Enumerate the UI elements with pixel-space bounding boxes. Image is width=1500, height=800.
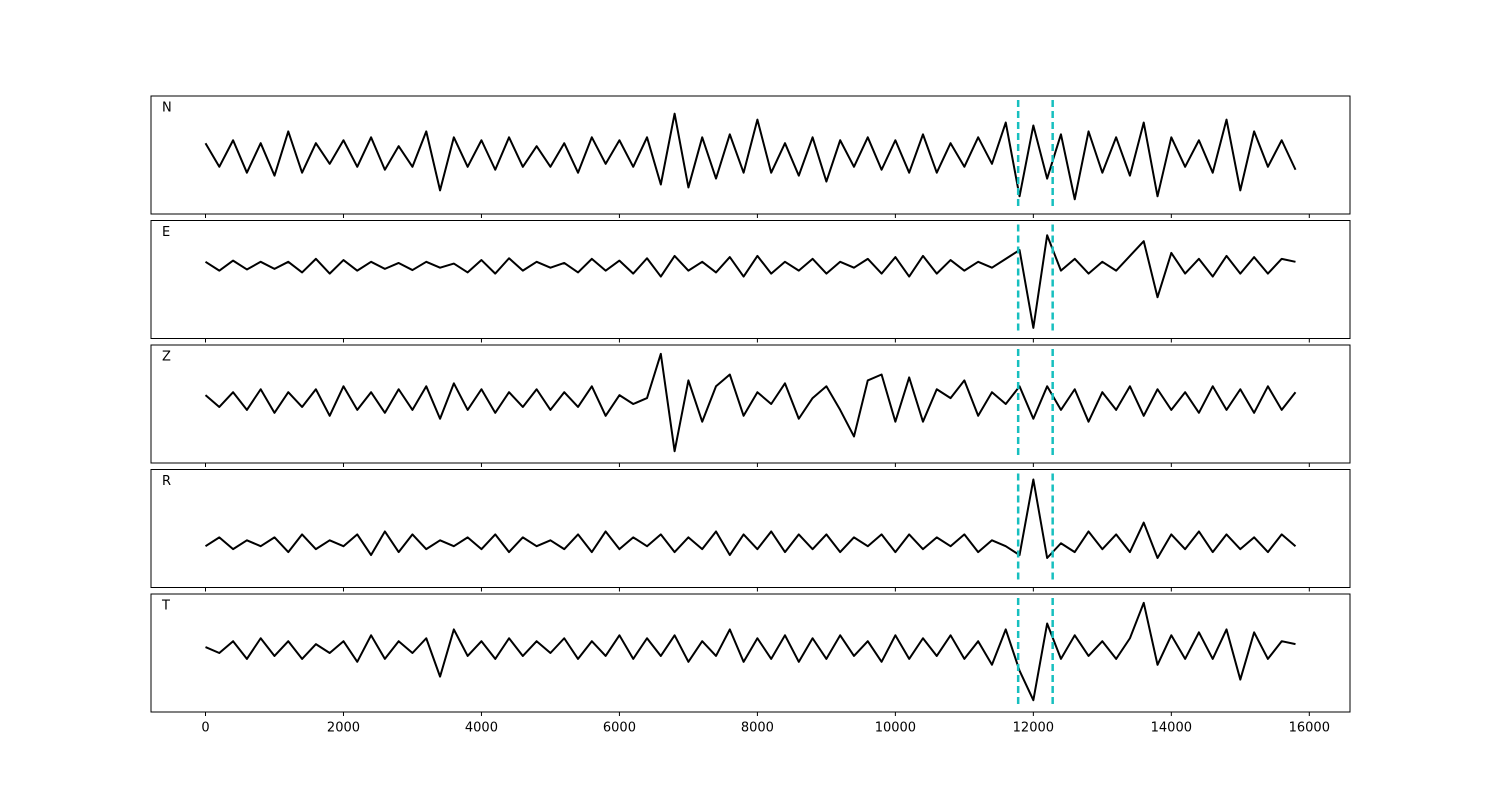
- trace: [204, 112, 1297, 201]
- x-tick-label: 14000: [1151, 721, 1192, 736]
- x-tick-label: 6000: [603, 721, 636, 736]
- x-tick-label: 4000: [465, 721, 498, 736]
- trace: [205, 601, 1296, 702]
- x-tick-label: 16000: [1289, 721, 1330, 736]
- panel-frame: [150, 220, 1351, 339]
- x-tick-label: 8000: [741, 721, 774, 736]
- panel-label: R: [162, 474, 171, 489]
- panel-label: N: [162, 101, 172, 116]
- panel-label: T: [161, 599, 170, 614]
- x-tick-label: 0: [201, 721, 209, 736]
- trace: [204, 352, 1297, 453]
- trace: [204, 478, 1297, 559]
- x-tick-label: 2000: [327, 721, 360, 736]
- panel-frame: [150, 593, 1351, 713]
- x-tick-label: 12000: [1013, 721, 1054, 736]
- panel-frame: [150, 469, 1351, 588]
- x-tick-label: 10000: [875, 721, 916, 736]
- panel-frame: [150, 344, 1351, 464]
- panel-frame: [150, 95, 1351, 215]
- panel-label: Z: [162, 350, 171, 365]
- trace: [204, 234, 1296, 329]
- panel-label: E: [162, 225, 170, 240]
